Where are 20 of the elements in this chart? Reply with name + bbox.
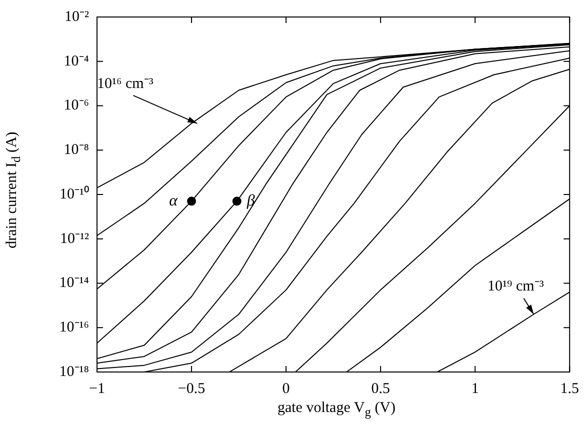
- y-tick-label: 10⁻¹²: [60, 230, 90, 247]
- x-tick-label: 0: [282, 380, 290, 397]
- x-tick-label: 1: [471, 380, 479, 397]
- y-tick-label: 10⁻¹⁶: [59, 320, 89, 336]
- annotation: 10¹⁶ cm⁻³: [97, 76, 154, 92]
- x-tick-label: 1.5: [560, 380, 579, 397]
- y-tick-label: 10⁻¹⁴: [59, 275, 89, 292]
- annotation: α: [169, 192, 178, 210]
- y-tick-label: 10⁻¹⁰: [60, 185, 89, 202]
- y-tick-label: 10⁻⁶: [64, 98, 89, 114]
- y-tick-label: 10⁻²: [64, 8, 90, 25]
- x-tick-label: −0.5: [178, 380, 206, 397]
- x-tick-label: 0.5: [371, 380, 390, 397]
- x-axis-title: gate voltage V$_{g}$ (V): [276, 400, 397, 420]
- annotation: β: [246, 192, 255, 210]
- y-tick-label: 10⁻⁸: [64, 142, 89, 158]
- x-tick-label: −1: [89, 380, 105, 397]
- y-tick-label: 10⁻⁴: [64, 53, 89, 70]
- annotation: 10¹⁹ cm⁻³: [488, 278, 544, 295]
- y-tick-label: 10⁻¹⁸: [59, 364, 89, 380]
